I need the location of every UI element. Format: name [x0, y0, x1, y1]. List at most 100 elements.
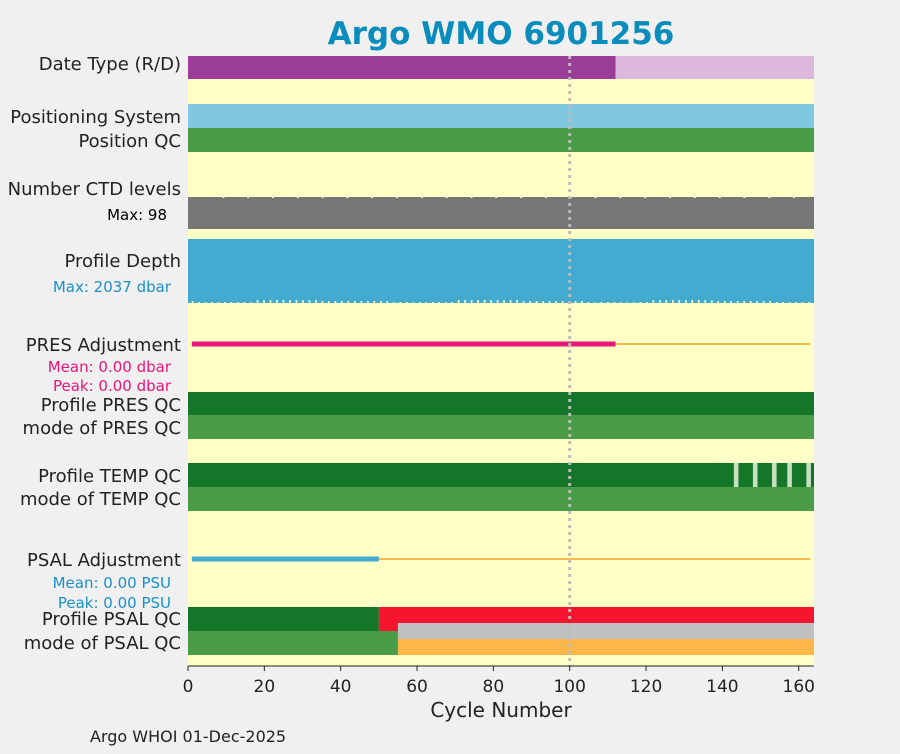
ctd-level-gap	[271, 196, 274, 198]
profile-depth-edge	[483, 300, 486, 303]
profile-depth-edge	[607, 302, 609, 303]
profile-temp-qc-bar	[188, 463, 814, 487]
profile-depth-edge	[542, 301, 544, 303]
ctd-level-gap	[222, 196, 225, 198]
profile-depth-edge	[250, 302, 252, 303]
positioning-system-segment	[188, 104, 814, 128]
ctd-level-gap	[371, 196, 374, 198]
profile-depth-edge	[574, 301, 577, 303]
profile-depth-edge	[464, 300, 466, 303]
profile-depth-edge	[289, 300, 291, 303]
profile-depth-edge	[302, 300, 304, 303]
profile-depth-edge	[431, 302, 434, 303]
profile-depth-edge	[548, 301, 551, 303]
label-date-type: Date Type (R/D)	[39, 54, 181, 75]
ctd-level-gap	[544, 196, 547, 198]
profile-depth-edge	[736, 301, 739, 303]
ctd-level-gap	[445, 196, 448, 198]
ctd-level-gap	[619, 196, 622, 198]
label-positioning-system: Positioning System	[10, 107, 181, 128]
annotation-psal-mean: Mean: 0.00 PSU	[53, 574, 171, 592]
x-tick-label: 40	[330, 677, 352, 697]
ctd-level-gap	[793, 196, 796, 198]
label-profile-temp-qc: Profile TEMP QC	[38, 466, 181, 487]
label-mode-pres-qc: mode of PRES QC	[23, 418, 181, 439]
profile-depth-edge	[522, 301, 525, 303]
x-tick-label: 60	[406, 677, 428, 697]
profile-depth-edge	[756, 301, 758, 303]
profile-depth-edge	[678, 300, 681, 303]
profile-depth-edge	[224, 302, 226, 303]
mode-psal-qc-orange	[397, 639, 814, 655]
profile-depth-edge	[470, 300, 473, 303]
profile-depth-edge	[509, 300, 512, 303]
profile-depth-edge	[341, 301, 343, 303]
profile-depth-edge	[762, 301, 765, 303]
date-type-segment	[188, 56, 616, 79]
ctd-level-gap	[495, 196, 498, 198]
footer-text: Argo WHOI 01-Dec-2025	[90, 727, 286, 746]
profile-depth-edge	[263, 300, 265, 303]
ctd-level-gap	[396, 196, 399, 198]
profile-depth-edge	[425, 302, 428, 303]
profile-depth-edge	[633, 302, 635, 303]
profile-pres-qc-segment	[188, 392, 814, 415]
annotation-ctd-max: Max: 98	[107, 206, 167, 224]
profile-depth-edge	[659, 300, 661, 303]
profile-depth-edge	[801, 302, 804, 303]
profile-depth-edge	[405, 302, 408, 303]
profile-temp-qc-light	[787, 463, 792, 487]
label-mode-psal-qc: mode of PSAL QC	[24, 633, 181, 654]
profile-depth-edge	[613, 302, 616, 303]
ctd-level-gap	[470, 196, 473, 198]
ctd-level-gap	[520, 196, 523, 198]
mode-pres-qc-segment	[188, 415, 814, 439]
x-axis-label: Cycle Number	[430, 698, 572, 722]
profile-depth-edge	[795, 302, 797, 303]
profile-depth-edge	[354, 301, 356, 303]
profile-depth-edge	[652, 300, 655, 303]
ctd-level-gap	[420, 196, 423, 198]
profile-depth-edge	[295, 300, 298, 303]
profile-depth-edge	[282, 300, 285, 303]
profile-depth-edge	[444, 302, 447, 303]
profile-depth-edge	[198, 302, 200, 303]
ctd-level-gap	[718, 196, 721, 198]
annotation-pres-peak: Peak: 0.00 dbar	[53, 377, 172, 395]
profile-psal-qc-segment	[188, 607, 379, 631]
profile-depth-edge	[704, 300, 707, 303]
plot-background	[188, 56, 814, 666]
profile-depth-edge	[646, 302, 648, 303]
x-tick-label: 120	[630, 677, 662, 697]
profile-depth-edge	[386, 301, 389, 303]
x-tick-label: 20	[254, 677, 276, 697]
mode-psal-qc-good	[188, 631, 398, 655]
profile-depth-edge	[587, 302, 590, 303]
label-mode-temp-qc: mode of TEMP QC	[20, 489, 181, 510]
date-type-segment	[615, 56, 814, 79]
profile-depth-edge	[237, 302, 239, 303]
label-ctd-levels: Number CTD levels	[8, 179, 181, 200]
profile-depth-edge	[191, 301, 194, 303]
ctd-levels-bar	[188, 197, 814, 229]
x-tick-label: 100	[553, 677, 585, 697]
profile-depth-edge	[373, 301, 376, 303]
profile-depth-edge	[438, 302, 440, 303]
profile-depth-edge	[723, 301, 726, 303]
profile-depth-edge	[451, 302, 453, 303]
profile-temp-qc-light	[806, 463, 811, 487]
label-profile-pres-qc: Profile PRES QC	[41, 395, 181, 416]
profile-depth-edge	[808, 302, 810, 303]
profile-depth-edge	[561, 301, 564, 303]
profile-depth-edge	[691, 300, 694, 303]
profile-depth-edge	[743, 301, 745, 303]
chart-title: Argo WMO 6901256	[328, 16, 675, 52]
ctd-level-gap	[668, 196, 671, 198]
ctd-level-gap	[346, 196, 349, 198]
profile-depth-edge	[204, 302, 207, 303]
plot-marks	[188, 56, 814, 655]
profile-depth-edge	[211, 302, 213, 303]
x-tick-label: 80	[483, 677, 505, 697]
profile-depth-edge	[516, 300, 518, 303]
label-position-qc: Position QC	[78, 131, 181, 152]
